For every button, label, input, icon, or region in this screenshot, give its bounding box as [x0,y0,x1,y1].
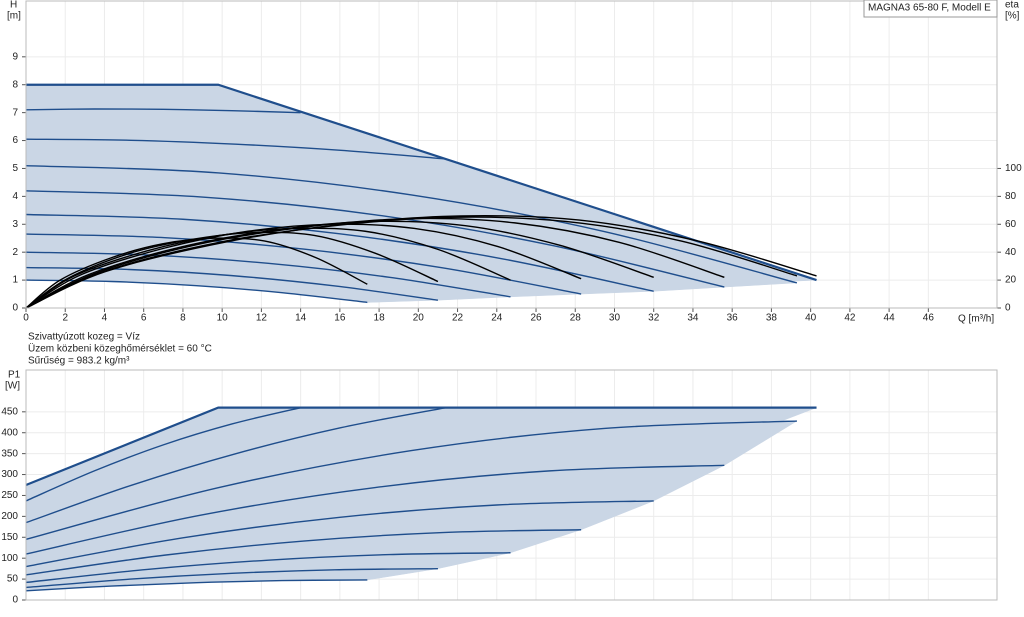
y-tick-label: 5 [12,163,18,174]
x-tick-label: 8 [180,313,186,324]
y-tick-label: 8 [12,79,18,90]
x-tick-label: 18 [374,313,386,324]
speed-curve [25,406,301,502]
annotation: MAGNA3 65-80 F, Modell E [868,3,991,14]
x-tick-label: 16 [334,313,346,324]
x-tick-label: 6 [141,313,147,324]
speed-curve [25,579,368,592]
x-tick-label: 26 [530,313,542,324]
y-tick-label: 150 [1,532,18,543]
y-tick-label: 4 [12,191,18,202]
speed-curve [25,464,725,555]
y-unit: [W] [5,381,20,392]
note: Szivattyúzott kozeg = Víz [28,332,140,343]
bottom-chart: 0 50 100 150 200 250 300 350 400 450 [1,370,997,606]
y-tick-label: 300 [1,469,18,480]
efficiency-curve [25,227,511,309]
y-tick-label: 200 [1,511,18,522]
x-tick-label: 42 [844,313,856,324]
annotation-box [863,0,998,18]
note: Sűrűség = 983.2 kg/m³ [28,356,130,367]
x-tick-label: 28 [570,313,582,324]
frame-top [25,0,998,309]
x-tick-label: 0 [23,313,29,324]
x-tick-label: 14 [295,313,307,324]
x-tick-label: 30 [609,313,621,324]
y2-unit: [%] [1005,11,1020,22]
y-tick-label: 6 [12,135,18,146]
y-tick-label: 2 [12,247,18,258]
x-tick-label: 32 [648,313,660,324]
speed-curve [25,529,582,576]
speed-curve [25,266,439,301]
note: Üzem közbeni közeghőmérséklet = 60 °C [28,343,212,355]
speed-curve [25,251,511,298]
y2-tick-label: 20 [1005,275,1017,286]
y-tick-label: 350 [1,448,18,459]
y2-tick-label: 100 [1005,163,1022,174]
speed-curve [25,406,446,524]
max-curve [25,406,817,487]
x-tick-label: 38 [766,313,778,324]
speed-curve [25,190,725,288]
efficiency-curve [25,217,725,309]
speed-curve [25,108,301,114]
x-tick-label: 22 [452,313,464,324]
efficiency-curve [25,223,582,309]
y-tick-label: 250 [1,490,18,501]
y-tick-label: 0 [12,303,18,314]
y-tick-label: 3 [12,219,18,230]
y-tick-label: 450 [1,406,18,417]
speed-curve [25,164,798,284]
y-unit: [m] [7,11,21,22]
speed-curve [25,567,438,589]
y-tick-label: 100 [1,553,18,564]
y2-label: eta [1005,0,1019,11]
x-tick-label: 34 [687,313,699,324]
x-tick-label: 24 [491,313,503,324]
x-tick-label: 46 [923,313,935,324]
x-tick-label: 4 [102,313,108,324]
y-label: P1 [8,370,21,381]
max-curve [26,83,817,282]
y-tick-label: 1 [12,275,18,286]
x-tick-label: 12 [256,313,268,324]
x-tick-label: 2 [62,313,68,324]
y-tick-label: 9 [12,51,18,62]
speed-curve [25,500,654,568]
efficiency-curve [25,214,817,309]
speed-curve [25,138,446,160]
y-tick-label: 7 [12,107,18,118]
frame-bottom [25,369,998,601]
y-tick-label: 50 [7,574,19,585]
y2-tick-label: 0 [1005,303,1011,314]
y-tick-label: 0 [12,595,18,606]
x-tick-label: 10 [217,313,229,324]
x-tick-label: 40 [805,313,817,324]
speed-curve [25,552,511,584]
x-label: Q [m³/h] [958,314,994,325]
y2-tick-label: 80 [1005,191,1017,202]
x-tick-label: 36 [727,313,739,324]
y-tick-label: 400 [1,427,18,438]
y2-tick-label: 60 [1005,219,1017,230]
y-label: H [10,0,17,11]
speed-curve [25,213,654,292]
x-tick-label: 44 [884,313,896,324]
y2-tick-label: 40 [1005,247,1017,258]
speed-curve [25,420,797,541]
speed-curve [25,233,582,295]
x-tick-label: 20 [413,313,425,324]
